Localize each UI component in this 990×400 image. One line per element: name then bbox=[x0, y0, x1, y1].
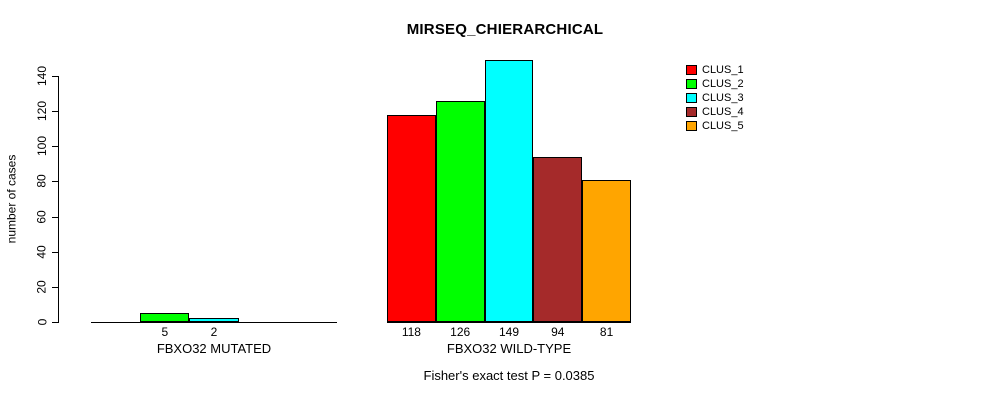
legend-swatch bbox=[686, 107, 697, 117]
y-tick-label: 80 bbox=[30, 172, 54, 190]
legend-label: CLUS_5 bbox=[702, 120, 744, 132]
y-tick-label: 100 bbox=[30, 136, 54, 157]
y-tick-label: 20 bbox=[30, 278, 54, 296]
bar-value-label: 94 bbox=[551, 325, 565, 339]
bar-clus_3 bbox=[189, 318, 239, 322]
y-tick-label-text: 120 bbox=[35, 101, 49, 122]
y-tick-label: 60 bbox=[30, 208, 54, 226]
bar-value-label: 81 bbox=[599, 325, 614, 339]
y-axis-label: number of cases bbox=[3, 119, 19, 279]
legend-label: CLUS_1 bbox=[702, 64, 744, 76]
category-label: FBXO32 MUTATED bbox=[156, 341, 272, 356]
y-tick-label-text: 100 bbox=[35, 136, 49, 157]
legend-item: CLUS_5 bbox=[686, 119, 744, 133]
y-axis-line bbox=[58, 76, 59, 323]
bar-clus_5 bbox=[582, 179, 631, 322]
y-tick-label-text: 60 bbox=[34, 209, 49, 224]
legend-item: CLUS_1 bbox=[686, 63, 744, 77]
legend-swatch bbox=[686, 79, 697, 89]
bar-clus_2 bbox=[140, 313, 190, 322]
bar-value-label: 5 bbox=[161, 325, 169, 339]
bar-clus_4 bbox=[533, 156, 583, 322]
y-tick-label-text: 140 bbox=[35, 65, 49, 87]
y-tick-label-text: 0 bbox=[35, 318, 49, 326]
footnote-text: Fisher's exact test P = 0.0385 bbox=[423, 368, 595, 383]
y-tick-label-text: 40 bbox=[34, 245, 49, 259]
legend-swatch bbox=[686, 65, 697, 75]
y-tick-mark bbox=[52, 251, 58, 253]
legend-item: CLUS_4 bbox=[686, 105, 744, 119]
bar-clus_2 bbox=[435, 100, 485, 322]
bar-clus_3 bbox=[484, 60, 534, 322]
legend-item: CLUS_3 bbox=[686, 91, 744, 105]
bar-value-label: 149 bbox=[498, 325, 519, 339]
legend-item: CLUS_2 bbox=[686, 77, 744, 91]
y-tick-mark bbox=[52, 111, 58, 113]
y-tick-label: 0 bbox=[30, 313, 54, 331]
y-tick-mark bbox=[52, 216, 58, 218]
legend: CLUS_1 CLUS_2 CLUS_3 CLUS_4 CLUS_5 bbox=[686, 63, 744, 133]
bar-value-label: 2 bbox=[210, 325, 218, 339]
y-tick-mark bbox=[52, 146, 58, 148]
y-tick-mark bbox=[52, 322, 58, 323]
y-tick-label: 140 bbox=[30, 65, 54, 87]
legend-label: CLUS_2 bbox=[702, 78, 744, 90]
legend-swatch bbox=[686, 93, 697, 103]
category-label: FBXO32 WILD-TYPE bbox=[446, 341, 572, 356]
x-axis-line bbox=[91, 322, 337, 323]
bar-value-label: 126 bbox=[450, 325, 471, 339]
legend-label: CLUS_4 bbox=[702, 106, 744, 118]
legend-label: CLUS_3 bbox=[702, 92, 744, 104]
bar-clus_1 bbox=[387, 114, 436, 322]
y-axis-label-text: number of cases bbox=[4, 154, 18, 244]
y-tick-label-text: 80 bbox=[34, 174, 49, 189]
y-tick-mark bbox=[52, 181, 58, 183]
y-tick-label: 120 bbox=[30, 101, 54, 122]
y-tick-mark bbox=[52, 286, 58, 288]
chart-title: MIRSEQ_CHIERARCHICAL bbox=[406, 21, 604, 38]
x-axis-line bbox=[387, 322, 631, 323]
legend-swatch bbox=[686, 121, 697, 131]
y-tick-label-text: 20 bbox=[34, 280, 49, 294]
y-tick-label: 40 bbox=[30, 243, 54, 261]
bar-value-label: 118 bbox=[401, 325, 421, 339]
y-tick-mark bbox=[52, 76, 58, 77]
